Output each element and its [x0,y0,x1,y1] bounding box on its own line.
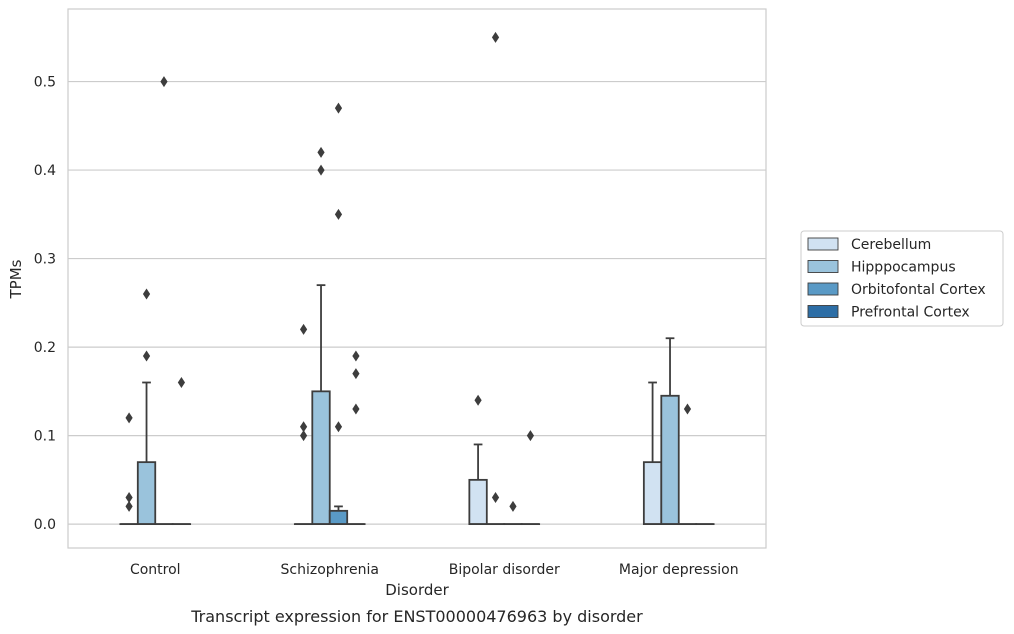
box-body [328,509,349,526]
outlier-point [142,288,151,300]
legend-swatch [807,282,839,296]
y-tick-label: 0.0 [34,517,56,533]
box-prefrontal-cortex [171,376,192,526]
box-orbitofontal-cortex [503,500,523,526]
box-hipppocampus [311,146,331,526]
outlier-point [683,403,692,415]
y-tick-label: 0.5 [34,75,56,91]
x-axis-title: Disorder [385,581,449,599]
y-axis-title: TPMs [7,259,25,299]
outlier-point [491,492,500,504]
x-tick-label: Bipolar disorder [449,562,560,578]
outlier-point [125,412,133,424]
box-body [642,461,663,526]
y-tick-label: 0.3 [34,252,56,268]
outlier-point [317,164,325,176]
box-cerebellum [293,323,314,526]
box-prefrontal-cortex [520,430,541,526]
legend-frame [800,230,1004,327]
legend: Cerebellum Hipppocampus Orbitofontal Corte… [800,230,1004,327]
x-tick-label: Major depression [619,562,739,578]
plot-area-frame [67,8,767,549]
box-cerebellum [119,412,139,526]
outlier-point [352,403,360,415]
x-tick-labels: Control Schizophrenia Bipolar disorder Majo… [130,562,739,578]
outlier-point [352,368,360,380]
box-body [311,390,331,526]
y-tick-label: 0.4 [34,163,56,179]
x-tick-label: Schizophrenia [281,562,379,578]
y-tick-labels: 0.0 0.1 0.2 0.3 0.4 0.5 [34,75,56,534]
outlier-point [299,430,308,442]
box-cerebellum [642,381,663,526]
box-cerebellum [468,394,488,526]
legend-label: Prefrontal Cortex [851,305,970,321]
legend-swatch [807,237,839,251]
legend-items: Cerebellum Hipppocampus Orbitofontal Corte… [807,237,986,321]
outlier-point [334,208,343,220]
outlier-point [125,500,133,512]
box-body [660,394,680,526]
outlier-point [334,421,343,433]
outlier-point [125,492,133,504]
outlier-point [299,323,308,335]
box-orbitofontal-cortex [677,403,698,526]
box-hipppocampus [660,337,680,526]
legend-swatch [807,260,839,273]
box-body [468,478,488,526]
outlier-point [352,350,360,362]
box-orbitofontal-cortex [154,76,174,526]
x-tick-label: Control [130,562,181,578]
box-hipppocampus [485,31,506,526]
outlier-point [317,146,325,158]
y-tick-label: 0.2 [34,340,56,356]
outlier-point [160,76,168,88]
outlier-point [491,31,500,43]
legend-label: Hipppocampus [851,260,956,276]
legend-label: Cerebellum [851,237,931,253]
y-tick-label: 0.1 [34,429,56,445]
outlier-point [334,102,343,114]
outlier-point [474,394,482,406]
box-body [136,461,157,526]
outlier-point [526,430,535,442]
outlier-point [177,376,186,388]
legend-label: Orbitofontal Cortex [851,282,986,298]
outlier-point [299,421,308,433]
box-prefrontal-cortex [346,350,366,526]
outlier-point [509,500,517,512]
box-orbitofontal-cortex [328,102,349,526]
plot-marks [119,31,715,526]
legend-swatch [807,305,839,318]
box-hipppocampus [136,288,157,526]
outlier-point [142,350,151,362]
figure-caption: Transcript expression for ENST0000047696… [190,607,643,626]
